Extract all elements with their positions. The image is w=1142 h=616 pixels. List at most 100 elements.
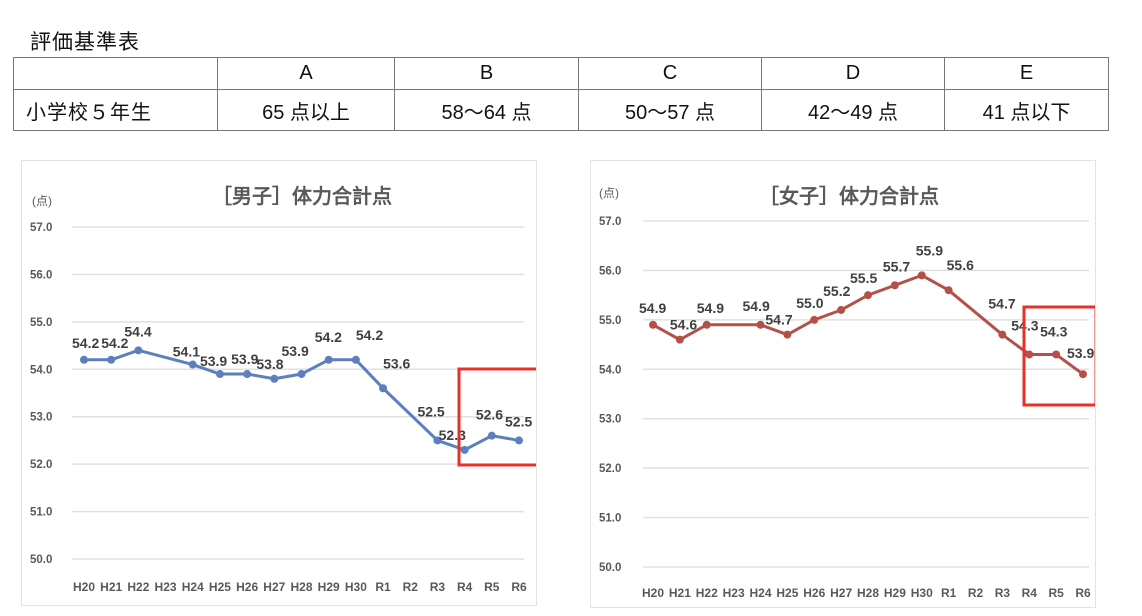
data-label: 55.6: [947, 257, 974, 273]
data-label: 53.9: [231, 351, 258, 367]
y-tick-label: 51.0: [30, 507, 52, 519]
x-tick-label: H25: [209, 580, 231, 594]
x-tick-label: H24: [749, 586, 771, 600]
data-point-marker: [188, 360, 197, 369]
data-label: 54.1: [173, 344, 200, 360]
x-tick-label: R6: [511, 580, 527, 594]
y-tick-label: 52.0: [30, 459, 52, 471]
y-tick-label: 55.0: [30, 317, 52, 329]
x-tick-label: H21: [100, 580, 122, 594]
x-tick-label: H23: [155, 580, 177, 594]
y-axis-unit-label: (点): [32, 194, 52, 208]
x-tick-label: H26: [803, 586, 825, 600]
data-point-marker: [944, 286, 953, 295]
data-label: 54.3: [1040, 323, 1067, 339]
data-label: 54.2: [356, 327, 383, 343]
x-tick-label: H20: [642, 586, 664, 600]
x-tick-label: R5: [1048, 586, 1064, 600]
x-tick-label: H29: [318, 580, 340, 594]
data-label: 53.6: [383, 355, 410, 371]
data-label: 54.2: [315, 329, 342, 345]
data-point-marker: [297, 370, 306, 379]
data-point-marker: [515, 436, 523, 445]
data-point-marker: [351, 355, 360, 364]
criteria-table: A B C D E 小学校５年生 65 点以上 58〜64 点 50〜57 点 …: [13, 57, 1109, 131]
x-tick-label: R2: [403, 580, 419, 594]
header-cell-a: A: [217, 57, 395, 90]
data-label: 55.7: [883, 258, 910, 274]
data-label: 54.9: [743, 298, 770, 314]
data-point-marker: [487, 431, 496, 440]
data-point-marker: [783, 330, 792, 339]
data-label: 54.4: [124, 323, 151, 339]
data-point-marker: [837, 305, 846, 314]
data-label: 54.9: [697, 300, 724, 316]
girls-chart: ［女子］体力合計点 (点) 57.0 56.0 55.0 54.0 53.0 52.0 51.0…: [590, 160, 1098, 608]
x-tick-label: H25: [776, 586, 798, 600]
x-tick-label: H23: [723, 586, 745, 600]
data-point-marker: [702, 320, 711, 329]
data-label: 54.2: [72, 335, 99, 351]
data-label: 52.3: [439, 427, 466, 443]
girls-line-chart: ［女子］体力合計点 (点) 57.0 56.0 55.0 54.0 53.0 52.0 51.0…: [599, 184, 1098, 600]
chart-title: ［女子］体力合計点: [759, 184, 939, 208]
data-point-marker: [324, 355, 333, 364]
boys-chart: ［男子］体力合計点 (点) 57.0 56.0 55.0 54.0 53.0 52.0 51.0…: [21, 160, 542, 606]
data-point-marker: [270, 374, 279, 383]
data-label: 53.9: [200, 353, 227, 369]
data-label: 53.9: [282, 343, 309, 359]
data-label: 55.0: [796, 295, 823, 311]
data-label: 55.5: [850, 270, 877, 286]
data-point-marker: [243, 370, 252, 379]
x-tick-label: H20: [73, 580, 95, 594]
x-tick-label: H27: [263, 580, 285, 594]
x-tick-label: H24: [182, 580, 204, 594]
data-point-marker: [1079, 370, 1087, 379]
data-label: 54.6: [670, 317, 697, 333]
y-tick-label: 57.0: [599, 216, 621, 228]
criteria-row-grade5: 小学校５年生 65 点以上 58〜64 点 50〜57 点 42〜49 点 41…: [13, 89, 1109, 131]
y-tick-label: 53.0: [30, 412, 52, 424]
x-tick-label: R1: [941, 586, 957, 600]
y-tick-label: 50.0: [30, 554, 52, 566]
data-point-marker: [917, 271, 926, 280]
x-tick-label: H30: [345, 580, 367, 594]
page-title: 評価基準表: [30, 30, 140, 54]
cell-d: 42〜49 点: [761, 89, 945, 131]
data-point-marker: [379, 384, 388, 393]
boys-line-chart: ［男子］体力合計点 (点) 57.0 56.0 55.0 54.0 53.0 52.0 51.0…: [30, 184, 542, 594]
data-label: 54.7: [765, 312, 792, 328]
header-cell-empty: [13, 57, 218, 90]
y-axis-unit-label: (点): [599, 186, 619, 200]
data-point-marker: [1052, 350, 1061, 359]
data-label: 52.5: [505, 413, 532, 429]
cell-b: 58〜64 点: [394, 89, 579, 131]
y-tick-label: 53.0: [599, 414, 621, 426]
header-cell-d: D: [761, 57, 945, 90]
data-point-marker: [675, 335, 684, 344]
x-tick-label: R5: [484, 580, 500, 594]
cell-c: 50〜57 点: [578, 89, 762, 131]
data-point-marker: [1025, 350, 1034, 359]
data-point-marker: [460, 445, 469, 454]
x-tick-label: R3: [995, 586, 1011, 600]
data-point-marker: [649, 320, 657, 329]
data-point-marker: [80, 355, 88, 364]
data-label: 52.6: [476, 407, 503, 423]
data-label: 53.9: [1067, 345, 1094, 361]
data-point-marker: [864, 291, 872, 300]
data-label: 53.8: [256, 356, 283, 372]
data-label: 54.2: [101, 335, 128, 351]
data-point-marker: [890, 281, 899, 290]
x-tick-label: R4: [457, 580, 473, 594]
y-tick-label: 52.0: [599, 463, 621, 475]
x-tick-label: H21: [669, 586, 691, 600]
data-point-marker: [134, 346, 143, 355]
x-tick-label: R1: [375, 580, 391, 594]
data-point-marker: [107, 355, 116, 364]
header-cell-b: B: [394, 57, 579, 90]
y-tick-label: 50.0: [599, 562, 621, 574]
header-cell-c: C: [578, 57, 762, 90]
row-label: 小学校５年生: [13, 89, 218, 131]
x-tick-label: H22: [127, 580, 149, 594]
